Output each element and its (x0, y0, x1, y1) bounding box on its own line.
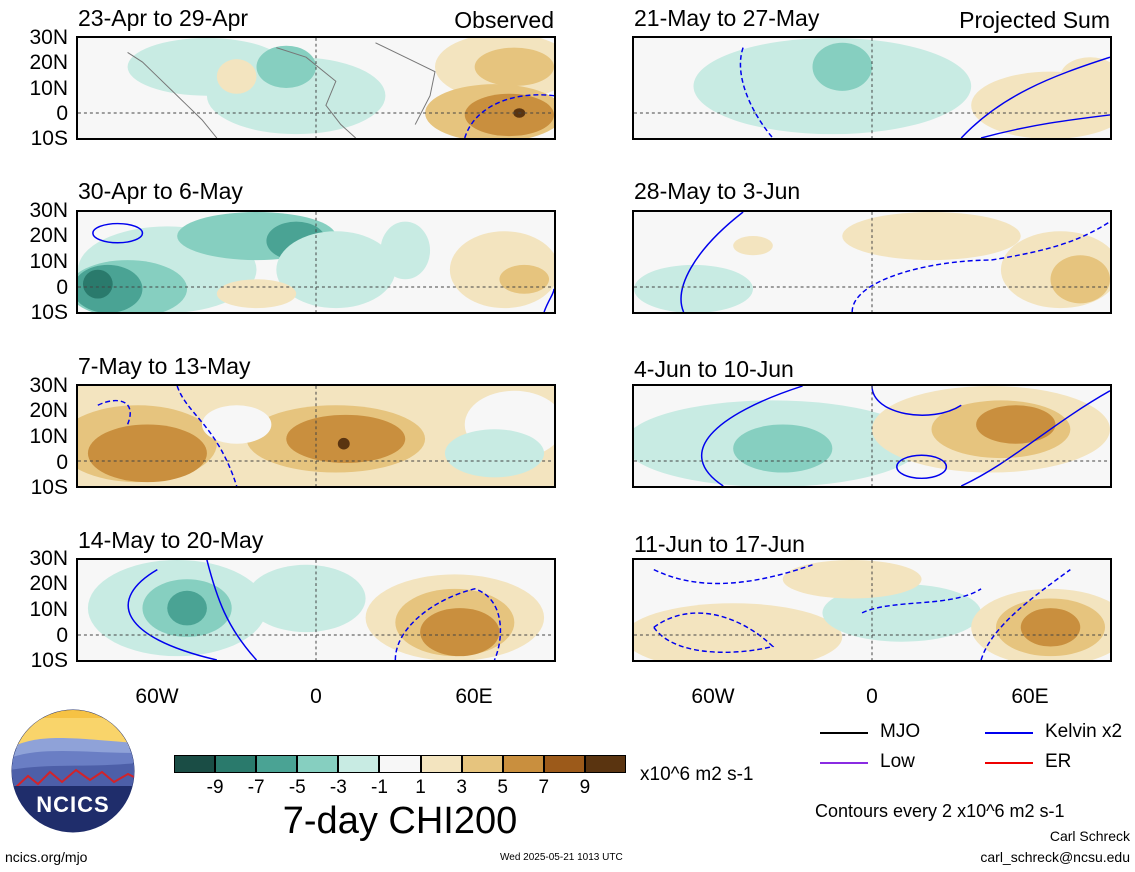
colorbar-tick-label: 9 (579, 777, 591, 798)
lon-label-right-60w: 60W (691, 685, 735, 708)
lon-label-right-0: 0 (866, 685, 878, 708)
colorbar-tick-label: -9 (206, 777, 224, 798)
map-panel-8 (632, 558, 1112, 662)
legend-line-mjo (820, 732, 868, 734)
legend-label-er: ER (1045, 751, 1072, 772)
author-name: Carl Schreck (1049, 828, 1130, 844)
lat-label: 20N (29, 572, 68, 595)
author-email: carl_schreck@ncsu.edu (980, 849, 1130, 865)
legend-label-low: Low (880, 751, 915, 772)
logo-text: NCICS (36, 792, 110, 817)
map-panel-3 (76, 384, 556, 488)
colorbar-tick-label: 1 (415, 777, 426, 798)
lat-label: 20N (29, 224, 68, 247)
lat-label: 0 (56, 102, 68, 125)
lat-label: 20N (29, 51, 68, 74)
colorbar (174, 755, 626, 773)
lat-label: 10S (30, 301, 68, 324)
map-panel-7 (632, 384, 1112, 488)
lat-label: 10N (29, 598, 68, 621)
colorbar-tick-label: -3 (329, 777, 347, 798)
colorbar-swatch (461, 755, 503, 773)
lat-label: 10N (29, 425, 68, 448)
panel-corner-observed: Observed (454, 7, 554, 33)
lat-label: 20N (29, 399, 68, 422)
panel-corner-projected: Projected Sum (959, 7, 1110, 33)
lon-label-left-0: 0 (310, 685, 322, 708)
lat-label: 10S (30, 476, 68, 499)
colorbar-swatch (174, 755, 216, 773)
colorbar-tick-label: -1 (371, 777, 388, 798)
legend-line-kelvin (985, 732, 1033, 734)
colorbar-swatch (338, 755, 380, 773)
contours-note: Contours every 2 x10^6 m2 s-1 (815, 801, 1065, 821)
colorbar-swatch (297, 755, 339, 773)
map-panel-1 (76, 36, 556, 140)
legend-line-er (985, 762, 1033, 764)
panel-title-7: 4-Jun to 10-Jun (634, 356, 794, 382)
colorbar-swatch (584, 755, 626, 773)
colorbar-title: 7-day CHI200 (282, 800, 518, 842)
colorbar-tick-label: 3 (456, 777, 467, 798)
lat-label: 10S (30, 127, 68, 150)
colorbar-swatch (543, 755, 585, 773)
panel-title-4: 14-May to 20-May (78, 527, 264, 553)
timestamp: Wed 2025-05-21 1013 UTC (500, 852, 623, 863)
lat-label: 0 (56, 451, 68, 474)
legend-label-kelvin: Kelvin x2 (1045, 721, 1123, 742)
panel-title-6: 28-May to 3-Jun (634, 178, 801, 204)
colorbar-swatch (256, 755, 298, 773)
panel-title-5: 21-May to 27-May (634, 5, 820, 31)
lat-label: 30N (29, 199, 68, 222)
panel-title-3: 7-May to 13-May (78, 353, 251, 379)
lat-label: 0 (56, 276, 68, 299)
lat-label: 10N (29, 77, 68, 100)
panel-title-2: 30-Apr to 6-May (78, 178, 243, 204)
colorbar-tick-label: -7 (247, 777, 265, 798)
lat-label: 30N (29, 547, 68, 570)
colorbar-tick-label: -5 (288, 777, 306, 798)
legend-line-low (820, 762, 868, 764)
ncics-logo: NCICS (10, 708, 136, 834)
colorbar-tick-label: 5 (497, 777, 508, 798)
panel-title-8: 11-Jun to 17-Jun (634, 531, 805, 557)
lat-label: 0 (56, 624, 68, 647)
colorbar-swatch (502, 755, 544, 773)
map-panel-5 (632, 36, 1112, 140)
colorbar-swatch (215, 755, 257, 773)
colorbar-swatch (420, 755, 462, 773)
panel-title-1: 23-Apr to 29-Apr (78, 5, 249, 31)
lon-label-left-60e: 60E (455, 685, 493, 708)
lon-label-right-60e: 60E (1011, 685, 1049, 708)
site-url[interactable]: ncics.org/mjo (5, 849, 88, 865)
lat-label: 30N (29, 26, 68, 49)
colorbar-units: x10^6 m2 s-1 (640, 764, 754, 785)
map-panel-2 (76, 210, 556, 314)
lon-label-left-60w: 60W (135, 685, 179, 708)
colorbar-swatch (379, 755, 421, 773)
map-panel-4 (76, 558, 556, 662)
lat-label: 10N (29, 250, 68, 273)
colorbar-tick-label: 7 (538, 777, 550, 798)
legend-label-mjo: MJO (880, 721, 921, 742)
lat-label: 10S (30, 649, 68, 672)
lat-label: 30N (29, 374, 68, 397)
map-panel-6 (632, 210, 1112, 314)
